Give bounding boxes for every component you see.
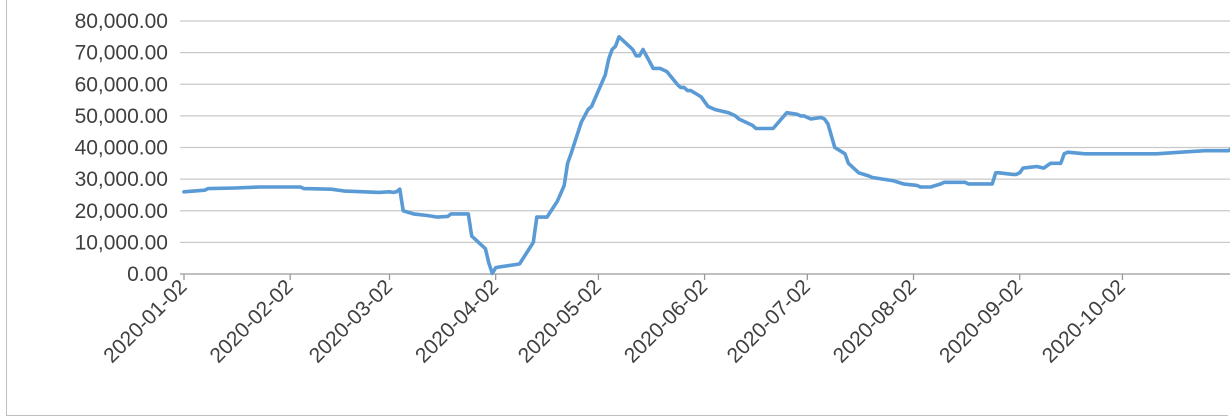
x-tick-label: 2020-04-02 (411, 275, 503, 367)
x-tick-label: 2020-03-02 (305, 275, 397, 367)
y-tick-label: 50,000.00 (75, 105, 168, 128)
y-tick-label: 0.00 (127, 263, 168, 286)
x-tick-label: 2020-05-02 (514, 275, 606, 367)
y-tick-label: 40,000.00 (75, 137, 168, 160)
y-tick-label: 10,000.00 (75, 231, 168, 254)
y-tick-label: 30,000.00 (75, 168, 168, 191)
chart-frame (6, 0, 1228, 416)
y-tick-label: 60,000.00 (75, 73, 168, 96)
y-tick-label: 20,000.00 (75, 200, 168, 223)
x-tick-label: 2020-10-02 (1038, 275, 1130, 367)
series-line (182, 34, 1230, 276)
y-tick-label: 80,000.00 (75, 10, 168, 33)
x-tick-label: 2020-09-02 (935, 275, 1027, 367)
x-tick-label: 2020-08-02 (829, 275, 921, 367)
y-tick-label: 70,000.00 (75, 42, 168, 65)
x-tick-label: 2020-06-02 (620, 275, 712, 367)
x-tick-label: 2020-02-02 (205, 275, 297, 367)
x-tick-label: 2020-01-02 (99, 275, 191, 367)
x-tick-label: 2020-07-02 (723, 275, 815, 367)
